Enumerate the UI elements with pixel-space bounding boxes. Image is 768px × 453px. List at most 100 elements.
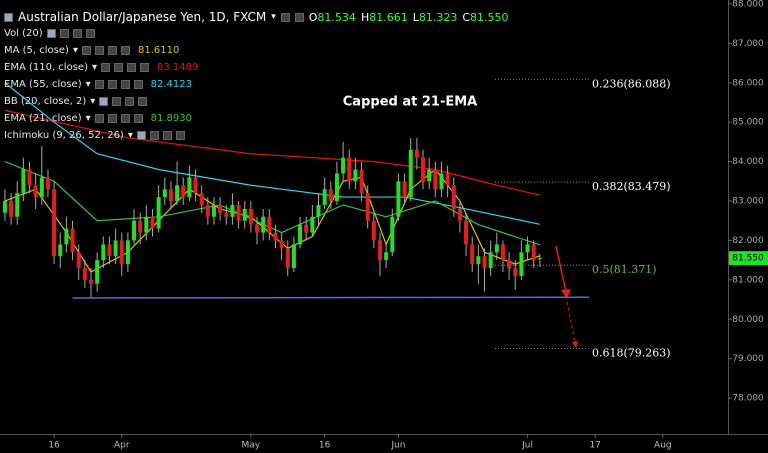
candle-body	[150, 216, 155, 229]
candle-body	[199, 193, 204, 205]
candle-body	[476, 256, 481, 265]
candle-body	[279, 240, 284, 249]
candle-body	[218, 204, 223, 213]
candle-body	[316, 204, 321, 217]
candle-body	[132, 220, 137, 241]
y-tick-label: 85.000	[732, 118, 764, 128]
study-name: Vol (20)	[4, 27, 43, 39]
x-tick-label: Aug	[654, 441, 672, 451]
candle-body	[377, 240, 382, 261]
candle-body	[310, 216, 315, 233]
candle-body	[33, 185, 38, 198]
candle-body	[291, 244, 296, 269]
x-tick-label: Apr	[114, 441, 130, 451]
candle-body	[242, 208, 247, 221]
ohlc-key: C	[462, 10, 471, 24]
fib-label: 0.236(86.088)	[592, 77, 671, 90]
study-row: MA (5, close) ▾ 81.6110	[4, 44, 180, 56]
candle-body	[224, 212, 229, 217]
candle-body	[519, 252, 524, 276]
study-row: EMA (21, close) ▾ 81.8930	[4, 112, 192, 124]
arrow	[566, 301, 576, 343]
icon	[4, 12, 13, 22]
candle-body	[390, 216, 395, 253]
study-row: BB (20, close, 2) ▾	[4, 94, 148, 108]
candle-body	[211, 204, 216, 217]
legend-value: 81.8930	[150, 112, 192, 124]
y-tick-label: 83.000	[732, 197, 764, 207]
y-tick-label: 81.000	[732, 275, 764, 285]
candle-body	[371, 220, 376, 241]
y-tick-label: 79.000	[732, 354, 764, 364]
candle-body	[45, 177, 50, 190]
legend-entry: EMA (110, close)	[4, 61, 88, 73]
candle-body	[537, 258, 542, 260]
y-tick-label: 86.000	[732, 78, 764, 88]
last-price-box	[729, 251, 768, 266]
candle-body	[433, 169, 438, 190]
last-price-label: 81.550	[732, 254, 764, 264]
candle-body	[359, 169, 364, 194]
candle-body	[205, 204, 210, 217]
candle-body	[421, 157, 426, 182]
candle-body	[113, 240, 118, 257]
candle-body	[285, 248, 290, 269]
candle-body	[21, 169, 26, 194]
candle-body	[482, 256, 487, 269]
fib-label: 0.382(83.479)	[592, 180, 671, 193]
trendline	[72, 296, 590, 299]
arrow	[555, 245, 567, 293]
candle-body	[39, 177, 44, 198]
candle-body	[95, 260, 100, 284]
study-row: EMA (55, close) ▾ 82.4123	[4, 78, 192, 90]
candle-body	[144, 216, 149, 233]
ohlc-key: L	[412, 10, 419, 24]
legend-entry: MA (5, close)	[4, 44, 69, 56]
candle-body	[365, 193, 370, 221]
candle-body	[107, 244, 112, 257]
candle-body	[236, 204, 241, 221]
candle-body	[341, 157, 346, 174]
ohlc-value: 81.661	[369, 10, 408, 24]
x-tick-label: 16	[319, 441, 331, 451]
candle-body	[402, 181, 407, 198]
candle-body	[464, 220, 469, 245]
candle-body	[347, 157, 352, 182]
candle-body	[15, 193, 20, 217]
candle-body	[101, 244, 106, 261]
price-axis	[728, 0, 768, 453]
y-tick-label: 78.000	[732, 394, 764, 404]
candle-body	[384, 252, 389, 261]
y-tick-label: 87.000	[732, 39, 764, 49]
study-name: Ichimoku (9, 26, 52, 26)	[4, 129, 124, 141]
candle-body	[255, 224, 260, 233]
icon[interactable]	[280, 12, 290, 22]
x-tick-label: Jun	[390, 441, 405, 451]
legend-entry: EMA (21, close)	[4, 112, 82, 124]
y-tick-label: 88.000	[732, 0, 764, 9]
candle-body	[304, 224, 309, 233]
candle-body	[439, 173, 444, 190]
candle-body	[58, 244, 63, 257]
candle-body	[162, 189, 167, 198]
candle-body	[64, 228, 69, 245]
candle-body	[138, 220, 143, 233]
candle-body	[427, 169, 432, 182]
candle-body	[488, 252, 493, 269]
candle-body	[230, 204, 235, 217]
candle-body	[181, 185, 186, 198]
candle-body	[531, 244, 536, 261]
y-tick-label: 82.000	[732, 236, 764, 246]
fib-label: 0.618(79.263)	[592, 346, 671, 359]
candle-body	[125, 240, 130, 265]
x-tick-label: 16	[48, 441, 60, 451]
candle-body	[353, 169, 358, 182]
candle-body	[525, 244, 530, 253]
x-tick-label: 17	[589, 441, 600, 451]
candle-body	[298, 224, 303, 245]
icon[interactable]	[294, 12, 304, 22]
candle-body	[507, 260, 512, 269]
candle-body	[175, 185, 180, 202]
study-row: EMA (110, close) ▾ 83.1489	[4, 61, 199, 73]
